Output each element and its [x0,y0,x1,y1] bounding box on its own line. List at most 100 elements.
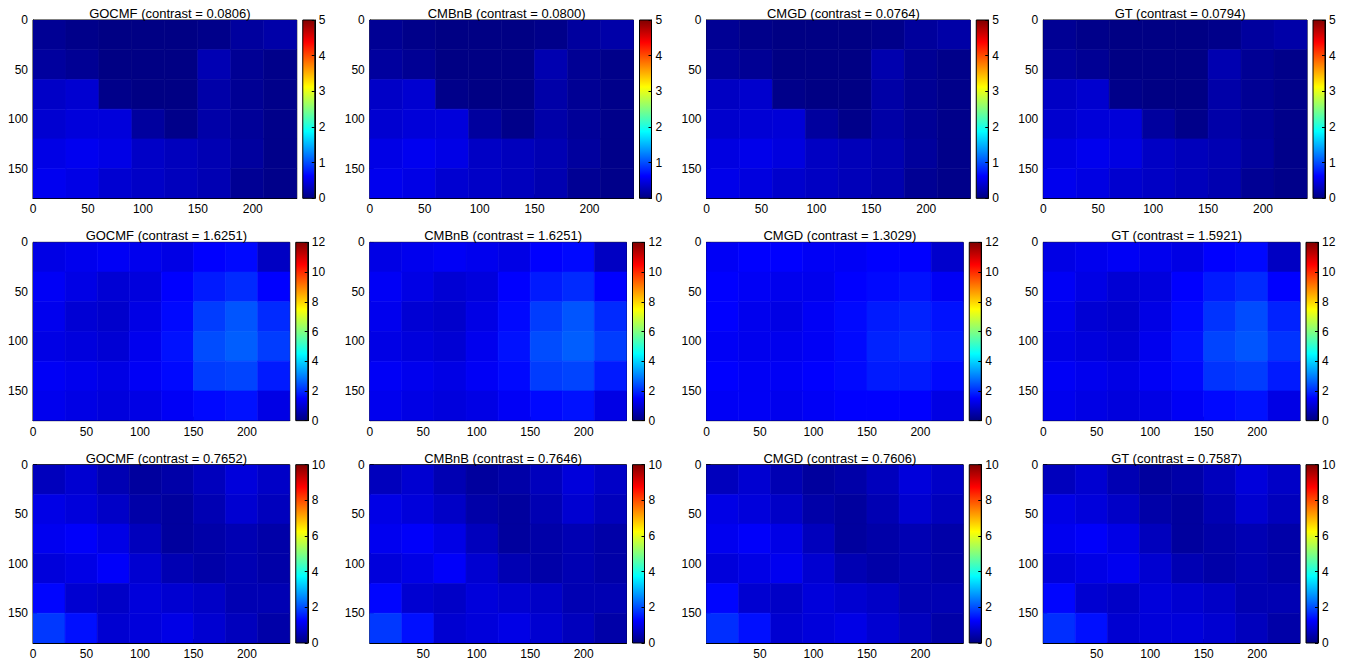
svg-text:150: 150 [681,162,701,176]
svg-text:4: 4 [656,49,663,63]
svg-text:200: 200 [574,647,594,661]
svg-text:50: 50 [1025,63,1039,77]
svg-text:50: 50 [417,425,431,439]
svg-text:200: 200 [237,647,257,661]
svg-text:100: 100 [467,647,487,661]
svg-text:CMGD (contrast = 1.3029): CMGD (contrast = 1.3029) [763,228,916,243]
svg-text:50: 50 [351,507,365,521]
svg-text:100: 100 [1140,647,1160,661]
svg-text:50: 50 [15,285,29,299]
svg-text:1: 1 [319,156,326,170]
svg-text:0: 0 [358,235,365,249]
svg-text:4: 4 [649,354,656,368]
svg-text:200: 200 [916,202,936,216]
svg-text:8: 8 [1322,493,1329,507]
svg-text:100: 100 [8,557,28,571]
svg-text:3: 3 [992,84,999,98]
svg-text:100: 100 [8,334,28,348]
svg-text:6: 6 [312,529,319,543]
svg-text:6: 6 [649,529,656,543]
svg-text:1: 1 [1329,156,1336,170]
svg-text:100: 100 [1140,425,1160,439]
svg-text:100: 100 [345,112,365,126]
svg-text:100: 100 [803,425,823,439]
svg-text:2: 2 [1322,384,1329,398]
svg-text:200: 200 [1247,425,1267,439]
svg-text:0: 0 [30,647,37,661]
svg-text:150: 150 [8,162,28,176]
svg-text:GT (contrast = 0.7587): GT (contrast = 0.7587) [1111,451,1242,466]
svg-text:50: 50 [80,647,94,661]
svg-text:100: 100 [681,334,701,348]
svg-text:150: 150 [520,647,540,661]
svg-text:150: 150 [681,606,701,620]
svg-text:0: 0 [695,235,702,249]
svg-text:8: 8 [312,295,319,309]
svg-text:0: 0 [1040,202,1047,216]
svg-text:50: 50 [688,507,702,521]
svg-text:150: 150 [345,384,365,398]
svg-text:2: 2 [312,600,319,614]
svg-text:CMGD (contrast = 0.7606): CMGD (contrast = 0.7606) [763,451,916,466]
svg-text:150: 150 [1198,202,1218,216]
svg-text:50: 50 [1092,202,1106,216]
svg-text:200: 200 [574,425,594,439]
svg-text:50: 50 [753,647,767,661]
svg-text:50: 50 [351,285,365,299]
svg-text:0: 0 [21,13,28,27]
svg-text:0: 0 [985,414,992,428]
svg-text:50: 50 [15,507,29,521]
svg-text:50: 50 [418,202,432,216]
svg-text:200: 200 [243,202,263,216]
svg-text:150: 150 [8,384,28,398]
svg-text:GOCMF (contrast = 0.7652): GOCMF (contrast = 0.7652) [86,451,247,466]
svg-text:100: 100 [1018,557,1038,571]
svg-text:50: 50 [417,647,431,661]
svg-text:150: 150 [857,425,877,439]
svg-text:4: 4 [312,565,319,579]
svg-text:150: 150 [1194,425,1214,439]
svg-text:0: 0 [703,202,710,216]
svg-text:150: 150 [8,606,28,620]
svg-text:50: 50 [753,425,767,439]
svg-text:2: 2 [1329,120,1336,134]
svg-text:CMBnB (contrast = 0.0800): CMBnB (contrast = 0.0800) [428,6,586,21]
svg-text:0: 0 [695,13,702,27]
svg-text:50: 50 [81,202,95,216]
svg-text:2: 2 [1322,600,1329,614]
svg-text:4: 4 [1329,49,1336,63]
svg-text:100: 100 [1143,202,1163,216]
svg-text:0: 0 [30,202,37,216]
svg-text:0: 0 [1322,414,1329,428]
svg-text:2: 2 [649,384,656,398]
svg-text:8: 8 [985,295,992,309]
svg-text:1: 1 [656,156,663,170]
svg-text:150: 150 [1194,647,1214,661]
svg-text:3: 3 [319,84,326,98]
svg-text:50: 50 [1025,285,1039,299]
svg-text:10: 10 [1322,458,1336,472]
svg-text:CMBnB (contrast = 0.7646): CMBnB (contrast = 0.7646) [424,451,582,466]
svg-text:10: 10 [649,458,663,472]
svg-text:4: 4 [1322,354,1329,368]
svg-text:0: 0 [1032,13,1039,27]
svg-text:50: 50 [688,285,702,299]
svg-text:5: 5 [1329,13,1336,27]
svg-text:5: 5 [992,13,999,27]
svg-text:150: 150 [183,425,203,439]
svg-text:0: 0 [1032,235,1039,249]
svg-text:100: 100 [1018,334,1038,348]
svg-text:100: 100 [130,425,150,439]
svg-text:12: 12 [985,235,999,249]
svg-text:5: 5 [319,13,326,27]
svg-text:0: 0 [656,191,663,205]
svg-text:100: 100 [133,202,153,216]
svg-text:50: 50 [80,425,94,439]
svg-text:2: 2 [656,120,663,134]
svg-text:10: 10 [312,458,326,472]
svg-text:0: 0 [21,458,28,472]
svg-text:0: 0 [312,636,319,650]
svg-text:100: 100 [681,112,701,126]
svg-text:4: 4 [649,565,656,579]
svg-text:12: 12 [312,235,326,249]
